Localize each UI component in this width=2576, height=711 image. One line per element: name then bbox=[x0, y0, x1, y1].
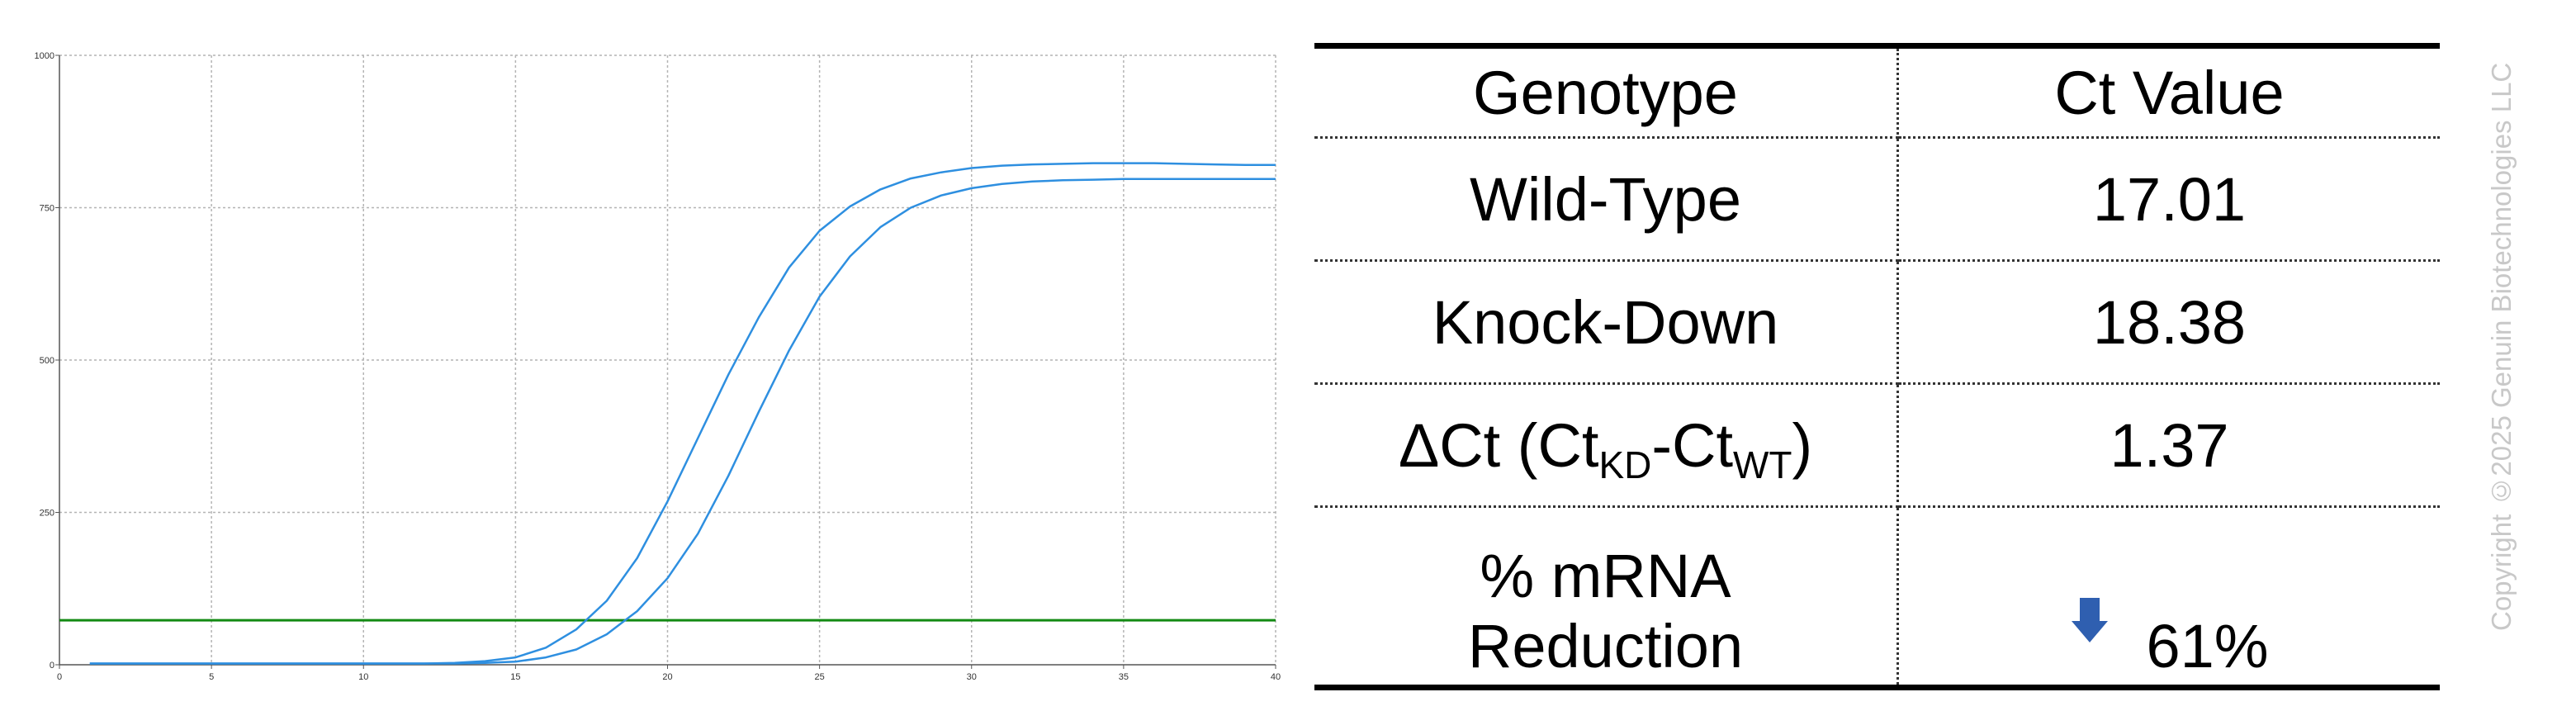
x-tick-label: 5 bbox=[209, 672, 214, 682]
reduction-value: 61% bbox=[2146, 612, 2269, 680]
amplification-curves bbox=[89, 162, 1276, 665]
y-tick-label: 250 bbox=[40, 509, 54, 519]
delta-ct-value: 1.37 bbox=[1897, 383, 2440, 508]
delta-ct-minus: -Ct bbox=[1651, 410, 1734, 480]
arrow-down-icon bbox=[2072, 598, 2109, 642]
x-tick-label: 10 bbox=[358, 672, 368, 682]
y-tick-label: 1000 bbox=[35, 51, 54, 61]
table-row-reduction: % mRNA Reduction 61% bbox=[1314, 506, 2441, 688]
reduction-value-cell: 61% bbox=[1898, 507, 2441, 688]
copyright-watermark: Copyright ©2025 Genuin Biotechnologies L… bbox=[2486, 62, 2517, 632]
delta-ct-label: ΔCt (CtKD-CtWT) bbox=[1314, 383, 1899, 508]
table-header-row: Genotype Ct Value bbox=[1314, 45, 2440, 139]
delta-ct-prefix: ΔCt (Ct bbox=[1398, 410, 1599, 480]
genotype-cell: Knock-Down bbox=[1314, 260, 1899, 385]
subscript-wt: WT bbox=[1733, 443, 1792, 486]
table-row-knock-down: Knock-Down 18.38 bbox=[1314, 260, 2440, 385]
header-genotype: Genotype bbox=[1314, 45, 1899, 139]
grid-lines bbox=[59, 55, 1276, 665]
amplification-curve-2 bbox=[89, 178, 1276, 665]
table-row-delta-ct: ΔCt (CtKD-CtWT) 1.37 bbox=[1314, 383, 2440, 508]
x-tick-label: 35 bbox=[1119, 672, 1129, 682]
y-tick-label: 750 bbox=[40, 204, 54, 214]
ct-value-cell: 17.01 bbox=[1897, 137, 2440, 262]
reduction-label: % mRNA Reduction bbox=[1314, 506, 1899, 688]
y-tick-label: 0 bbox=[50, 661, 54, 671]
amplification-chart: 0 5 10 15 20 25 30 35 40 0 250 500 750 1000 bbox=[35, 51, 1281, 682]
reduction-label-line2: Reduction bbox=[1467, 612, 1744, 680]
x-tick-label: 15 bbox=[510, 672, 520, 682]
x-tick-label: 40 bbox=[1271, 672, 1281, 682]
subscript-kd: KD bbox=[1598, 443, 1652, 486]
ct-results-table: Genotype Ct Value Wild-Type 17.01 Knock-… bbox=[1314, 43, 2440, 690]
axes bbox=[55, 55, 1276, 669]
table-row-wild-type: Wild-Type 17.01 bbox=[1314, 137, 2440, 262]
reduction-label-line1: % mRNA bbox=[1480, 542, 1731, 610]
y-tick-label: 500 bbox=[40, 356, 54, 366]
tick-labels: 0 5 10 15 20 25 30 35 40 0 250 500 750 1000 bbox=[35, 51, 1281, 682]
ct-value-cell: 18.38 bbox=[1897, 260, 2440, 385]
genotype-cell: Wild-Type bbox=[1314, 137, 1899, 262]
delta-ct-suffix: ) bbox=[1792, 410, 1813, 480]
x-tick-label: 0 bbox=[57, 672, 62, 682]
amplification-curve-1 bbox=[89, 162, 1276, 665]
header-ct-value: Ct Value bbox=[1897, 45, 2440, 139]
x-tick-label: 20 bbox=[662, 672, 672, 682]
x-tick-label: 30 bbox=[967, 672, 977, 682]
x-tick-label: 25 bbox=[815, 672, 825, 682]
